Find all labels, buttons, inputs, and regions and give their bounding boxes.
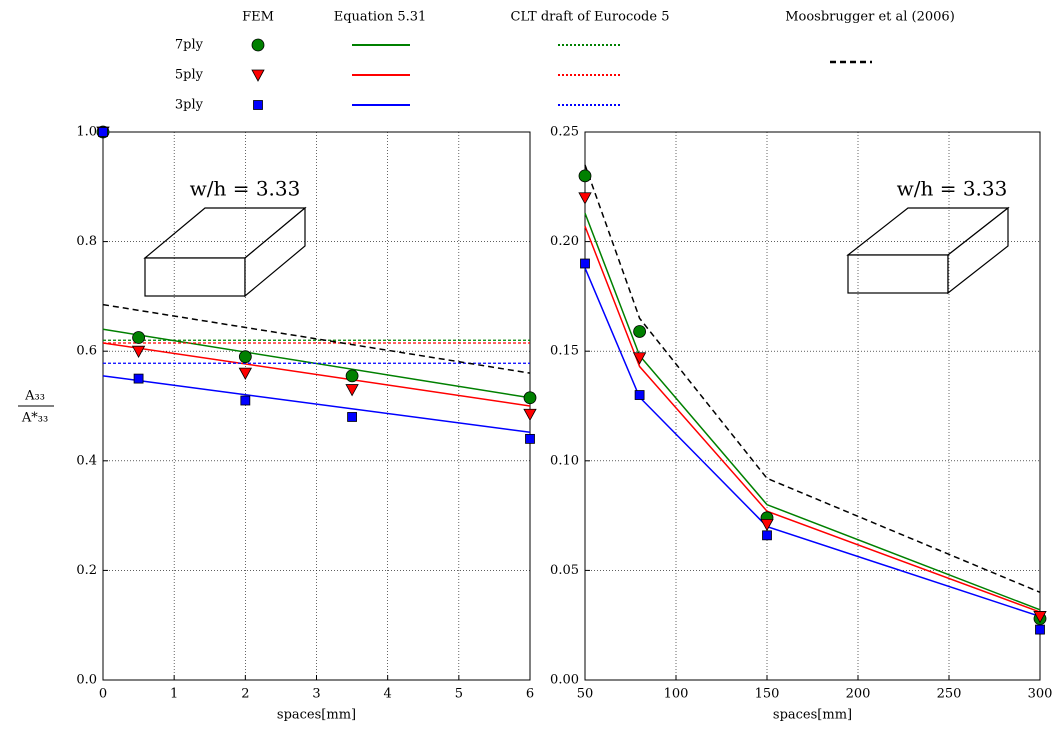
y-tick-label: 0.0 <box>76 673 97 688</box>
y-axis-label: A*₃₃ <box>21 411 48 426</box>
equation-line <box>584 212 1041 611</box>
y-tick-label: 0.00 <box>550 673 579 688</box>
x-tick-label: 0 <box>99 687 107 702</box>
moosbrugger-line <box>584 164 1041 594</box>
equation-line <box>584 267 1041 618</box>
moosbrugger-line <box>102 303 531 374</box>
equation-line <box>102 375 531 434</box>
marker <box>523 391 537 405</box>
wood-icon-left <box>143 206 307 298</box>
legend-header: FEM <box>242 10 274 25</box>
marker <box>580 258 590 269</box>
y-tick-label: 0.2 <box>76 563 97 578</box>
y-tick-label: 0.05 <box>550 563 579 578</box>
marker <box>131 345 146 359</box>
equation-line <box>102 342 531 407</box>
legend-label: 5ply <box>175 68 204 83</box>
y-tick-label: 1.0 <box>76 125 97 140</box>
x-axis-label: spaces[mm] <box>773 708 852 723</box>
y-tick-label: 0.25 <box>550 125 579 140</box>
marker <box>578 192 592 205</box>
marker <box>347 412 357 422</box>
legend-marker <box>251 38 265 52</box>
y-tick-label: 0.20 <box>550 234 579 249</box>
marker <box>238 367 253 380</box>
marker <box>760 518 774 532</box>
y-tick-label: 0.8 <box>76 234 97 249</box>
x-tick-label: 4 <box>384 687 392 702</box>
y-tick-label: 0.4 <box>76 453 97 468</box>
x-tick-label: 1 <box>170 687 178 702</box>
x-tick-label: 300 <box>1028 687 1053 702</box>
x-tick-label: 150 <box>755 687 780 702</box>
marker <box>634 390 645 400</box>
x-tick-label: 5 <box>455 687 463 702</box>
marker <box>523 408 537 422</box>
legend-marker <box>251 69 265 82</box>
y-tick-label: 0.6 <box>76 344 97 359</box>
marker <box>1033 611 1047 624</box>
marker <box>345 369 359 383</box>
x-tick-label: 200 <box>846 687 871 702</box>
legend-marker <box>253 100 263 110</box>
legend-header: Equation 5.31 <box>334 10 427 25</box>
marker <box>578 169 592 183</box>
x-tick-label: 250 <box>937 687 962 702</box>
marker <box>132 331 145 344</box>
annotation: w/h = 3.33 <box>190 177 301 201</box>
plot-frame <box>584 131 1041 681</box>
x-tick-label: 3 <box>312 687 320 702</box>
marker <box>238 350 252 364</box>
marker <box>240 395 251 406</box>
equation-line <box>102 328 531 399</box>
equation-line <box>584 225 1041 613</box>
marker <box>525 433 535 444</box>
x-tick-label: 2 <box>241 687 249 702</box>
legend-label: 7ply <box>175 38 204 53</box>
y-tick-label: 0.10 <box>550 453 579 468</box>
marker <box>633 325 646 338</box>
legend-label: 3ply <box>175 98 204 113</box>
x-tick-label: 6 <box>526 687 534 702</box>
legend-header: Moosbrugger et al (2006) <box>785 10 955 25</box>
marker <box>133 373 144 384</box>
marker <box>345 384 359 397</box>
marker <box>98 127 108 137</box>
x-tick-label: 100 <box>664 687 689 702</box>
y-axis-label: A₃₃ <box>24 389 45 404</box>
x-axis-label: spaces[mm] <box>277 708 356 723</box>
marker <box>1035 624 1045 635</box>
wood-icon-right <box>846 206 1010 295</box>
x-tick-label: 50 <box>577 687 594 702</box>
marker <box>762 530 772 541</box>
annotation: w/h = 3.33 <box>897 177 1008 201</box>
y-tick-label: 0.15 <box>550 344 579 359</box>
legend-header: CLT draft of Eurocode 5 <box>511 10 670 25</box>
marker <box>632 352 647 365</box>
